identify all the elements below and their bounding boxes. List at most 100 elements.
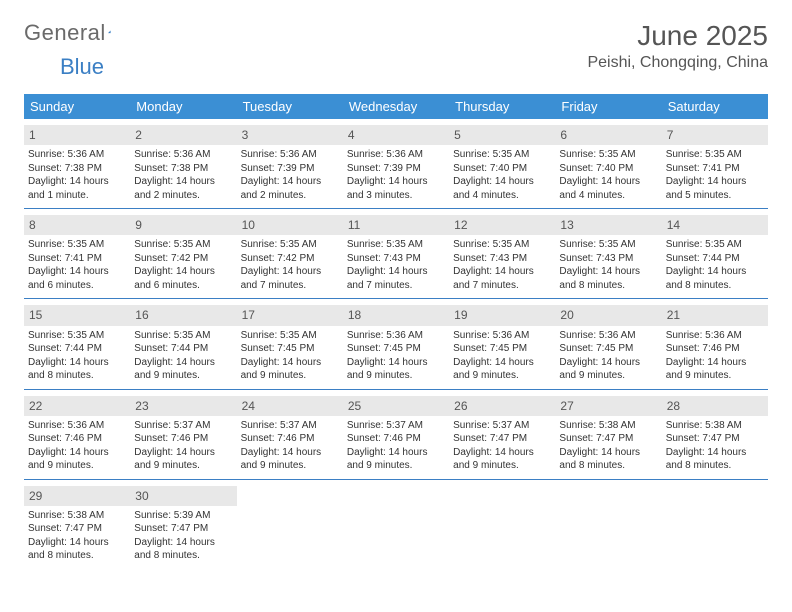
sunset-text: Sunset: 7:44 PM [134, 342, 232, 356]
daylight-text: Daylight: 14 hours [347, 356, 445, 370]
sunrise-text: Sunrise: 5:38 AM [559, 419, 657, 433]
daylight-text-2: and 8 minutes. [28, 369, 126, 383]
calendar: Sunday Monday Tuesday Wednesday Thursday… [24, 94, 768, 569]
sunrise-text: Sunrise: 5:37 AM [453, 419, 551, 433]
sunset-text: Sunset: 7:38 PM [28, 162, 126, 176]
sunrise-text: Sunrise: 5:38 AM [28, 509, 126, 523]
day-cell: 3Sunrise: 5:36 AMSunset: 7:39 PMDaylight… [237, 125, 343, 208]
sunrise-text: Sunrise: 5:35 AM [28, 329, 126, 343]
day-cell: 30Sunrise: 5:39 AMSunset: 7:47 PMDayligh… [130, 486, 236, 569]
sunrise-text: Sunrise: 5:36 AM [666, 329, 764, 343]
daylight-text-2: and 2 minutes. [241, 189, 339, 203]
day-cell: 23Sunrise: 5:37 AMSunset: 7:46 PMDayligh… [130, 396, 236, 479]
sunset-text: Sunset: 7:41 PM [28, 252, 126, 266]
week-row: 8 Sunrise: 5:35 AM Sunset: 7:41 PM Daylight… [24, 215, 768, 299]
daylight-text: Daylight: 14 hours [453, 175, 551, 189]
logo-sail-icon [108, 23, 111, 41]
sunset-text: Sunset: 7:43 PM [559, 252, 657, 266]
day-number: 2 [130, 125, 236, 145]
daylight-text: Daylight: 14 hours [666, 175, 764, 189]
daylight-text: Daylight: 14 hours [559, 265, 657, 279]
sunset-text: Sunset: 7:44 PM [666, 252, 764, 266]
daylight-text-2: and 7 minutes. [453, 279, 551, 293]
weekday-tue: Tuesday [237, 94, 343, 119]
title-block: June 2025 Peishi, Chongqing, China [587, 20, 768, 72]
sunrise-text: Sunrise: 5:35 AM [559, 238, 657, 252]
day-cell: 19Sunrise: 5:36 AMSunset: 7:45 PMDayligh… [449, 305, 555, 388]
day-cell: 7Sunrise: 5:35 AMSunset: 7:41 PMDaylight… [662, 125, 768, 208]
day-number: 20 [555, 305, 661, 325]
location: Peishi, Chongqing, China [587, 54, 768, 72]
daylight-text: Daylight: 14 hours [453, 446, 551, 460]
day-number: 10 [237, 215, 343, 235]
daylight-text: Daylight: 14 hours [241, 175, 339, 189]
weekday-mon: Monday [130, 94, 236, 119]
day-number: 1 [24, 125, 130, 145]
logo-text-1: General [24, 20, 106, 46]
sunrise-text: Sunrise: 5:35 AM [134, 329, 232, 343]
day-number: 5 [449, 125, 555, 145]
daylight-text-2: and 8 minutes. [559, 459, 657, 473]
daylight-text-2: and 2 minutes. [134, 189, 232, 203]
day-number: 3 [237, 125, 343, 145]
sunset-text: Sunset: 7:45 PM [453, 342, 551, 356]
weekday-sun: Sunday [24, 94, 130, 119]
day-number: 9 [130, 215, 236, 235]
day-number: 7 [662, 125, 768, 145]
day-cell: 17Sunrise: 5:35 AMSunset: 7:45 PMDayligh… [237, 305, 343, 388]
sunset-text: Sunset: 7:39 PM [347, 162, 445, 176]
day-cell: 6Sunrise: 5:35 AMSunset: 7:40 PMDaylight… [555, 125, 661, 208]
sunset-text: Sunset: 7:46 PM [28, 432, 126, 446]
week-row: 22Sunrise: 5:36 AMSunset: 7:46 PMDayligh… [24, 396, 768, 480]
day-cell: 20Sunrise: 5:36 AMSunset: 7:45 PMDayligh… [555, 305, 661, 388]
sunset-text: Sunset: 7:45 PM [559, 342, 657, 356]
daylight-text-2: and 9 minutes. [347, 369, 445, 383]
sunset-text: Sunset: 7:39 PM [241, 162, 339, 176]
day-number: 8 [24, 215, 130, 235]
sunrise-text: Sunrise: 5:37 AM [347, 419, 445, 433]
daylight-text: Daylight: 14 hours [134, 356, 232, 370]
day-cell: 5Sunrise: 5:35 AMSunset: 7:40 PMDaylight… [449, 125, 555, 208]
daylight-text-2: and 9 minutes. [134, 459, 232, 473]
daylight-text-2: and 4 minutes. [559, 189, 657, 203]
daylight-text-2: and 6 minutes. [28, 279, 126, 293]
daylight-text-2: and 7 minutes. [347, 279, 445, 293]
sunrise-text: Sunrise: 5:35 AM [134, 238, 232, 252]
sunrise-text: Sunrise: 5:36 AM [134, 148, 232, 162]
day-cell: 29Sunrise: 5:38 AMSunset: 7:47 PMDayligh… [24, 486, 130, 569]
sunset-text: Sunset: 7:43 PM [453, 252, 551, 266]
day-number: 13 [555, 215, 661, 235]
daylight-text: Daylight: 14 hours [559, 446, 657, 460]
sunset-text: Sunset: 7:42 PM [241, 252, 339, 266]
day-number: 19 [449, 305, 555, 325]
day-cell: 11Sunrise: 5:35 AMSunset: 7:43 PMDayligh… [343, 215, 449, 298]
daylight-text: Daylight: 14 hours [28, 175, 126, 189]
day-number: 11 [343, 215, 449, 235]
daylight-text: Daylight: 14 hours [241, 356, 339, 370]
sunset-text: Sunset: 7:46 PM [666, 342, 764, 356]
sunrise-text: Sunrise: 5:37 AM [134, 419, 232, 433]
daylight-text: Daylight: 14 hours [347, 446, 445, 460]
daylight-text-2: and 9 minutes. [347, 459, 445, 473]
day-cell: 12Sunrise: 5:35 AMSunset: 7:43 PMDayligh… [449, 215, 555, 298]
day-cell: 9Sunrise: 5:35 AMSunset: 7:42 PMDaylight… [130, 215, 236, 298]
sunrise-text: Sunrise: 5:36 AM [347, 329, 445, 343]
month-title: June 2025 [587, 20, 768, 52]
sunset-text: Sunset: 7:43 PM [347, 252, 445, 266]
sunset-text: Sunset: 7:40 PM [559, 162, 657, 176]
weekday-wed: Wednesday [343, 94, 449, 119]
day-number: 29 [24, 486, 130, 506]
weekday-header: Sunday Monday Tuesday Wednesday Thursday… [24, 94, 768, 119]
weekday-fri: Friday [555, 94, 661, 119]
daylight-text: Daylight: 14 hours [559, 356, 657, 370]
day-number: 16 [130, 305, 236, 325]
sunrise-text: Sunrise: 5:36 AM [28, 419, 126, 433]
daylight-text: Daylight: 14 hours [134, 265, 232, 279]
sunset-text: Sunset: 7:40 PM [453, 162, 551, 176]
day-cell: 16 Sunrise: 5:35 AMSunset: 7:44 PMDayligh… [130, 305, 236, 388]
sunrise-text: Sunrise: 5:35 AM [241, 329, 339, 343]
day-cell: 28Sunrise: 5:38 AMSunset: 7:47 PMDayligh… [662, 396, 768, 479]
day-cell: 26Sunrise: 5:37 AMSunset: 7:47 PMDayligh… [449, 396, 555, 479]
daylight-text: Daylight: 14 hours [134, 175, 232, 189]
day-number: 27 [555, 396, 661, 416]
